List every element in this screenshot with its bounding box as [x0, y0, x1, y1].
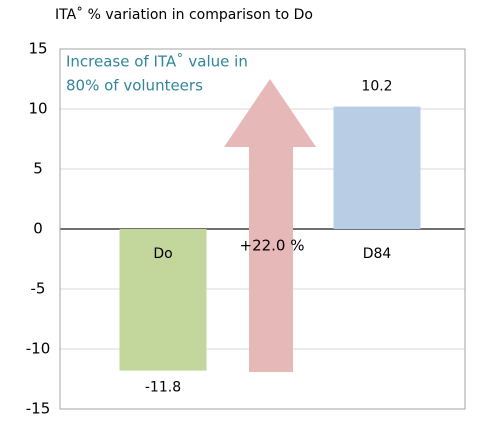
bars — [119, 106, 421, 371]
y-tick-label: 5 — [33, 160, 43, 178]
value-label: -11.8 — [145, 380, 181, 396]
y-tick-label: 10 — [28, 100, 47, 118]
category-label: Do — [153, 246, 172, 262]
bar — [333, 106, 421, 229]
plot-frame — [59, 48, 466, 410]
chart-title: ITA˚ % variation in comparison to Do — [55, 6, 313, 23]
increase-arrow — [224, 79, 316, 372]
annotation-line: 80% of volunteers — [66, 77, 203, 95]
annotation-line: Increase of ITA˚ value in — [66, 53, 248, 71]
y-tick-label: -5 — [31, 280, 46, 298]
y-tick-label: -15 — [26, 400, 51, 418]
y-tick-label: 15 — [28, 40, 47, 58]
category-label: D84 — [363, 246, 392, 262]
value-label: 10.2 — [361, 79, 392, 95]
bar — [119, 229, 207, 371]
y-tick-label: 0 — [33, 220, 43, 238]
difference-label: +22.0 % — [240, 237, 305, 255]
y-tick-label: -10 — [26, 340, 51, 358]
